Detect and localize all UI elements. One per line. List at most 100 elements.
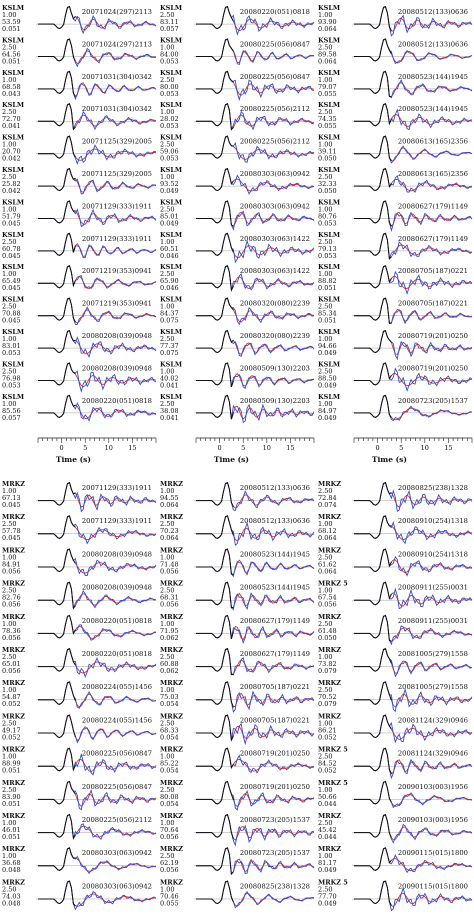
filter-value: 1.00 [2,620,16,628]
event-label: 20080512(133)0636 [240,484,310,492]
station-label: KSLM [160,360,182,368]
amplitude-value: 0.046 [160,284,179,292]
filter-value: 2.50 [318,753,332,761]
event-label: 20081005(279)1558 [398,650,468,658]
station-label: MRKZ [2,513,25,521]
onset-waveform-top-1-0 [196,5,234,30]
onset-waveform-bot-0-9 [38,780,76,805]
fit-value: 54.87 [2,693,21,701]
onset-waveform-bot-2-12 [354,880,392,906]
amplitude-value: 0.049 [160,187,179,195]
filter-value: 2.50 [2,885,16,893]
onset-waveform-top-2-5 [354,167,392,192]
event-label: 20080208(039)0948 [82,550,152,558]
time-tick-label: 10 [263,444,271,452]
onset-waveform-top-2-9 [354,297,392,325]
event-label: 20080705(187)0221 [398,267,468,275]
fit-value: 39.11 [318,148,337,156]
onset-waveform-bot-0-2 [38,548,76,573]
station-label: MRKZ [160,779,183,787]
amplitude-value: 0.056 [2,567,21,575]
fit-value: 67.13 [2,494,21,502]
station-label: KSLM [2,4,24,12]
event-label: 20090115(015)1800 [398,882,468,890]
onset-waveform-bot-0-11 [38,847,76,871]
event-label: 20080303(063)0942 [240,202,310,210]
amplitude-value: 0.042 [2,155,21,163]
amplitude-value: 0.051 [318,317,337,325]
station-label: KSLM [318,69,340,77]
station-label: KSLM [160,296,182,304]
onset-waveform-bot-0-8 [38,747,76,772]
filter-value: 2.50 [318,885,332,893]
amplitude-value: 0.048 [2,899,21,907]
fit-value: 73.82 [318,660,337,668]
station-label: MRKZ [160,878,183,886]
onset-waveform-bot-0-5 [38,647,76,672]
event-label: 20080825(238)1328 [240,882,310,890]
filter-value: 2.50 [160,852,174,860]
fit-value: 83.11 [160,18,179,26]
onset-waveform-bot-1-7 [196,714,234,741]
onset-waveform-bot-2-3 [354,581,392,606]
onset-waveform-bot-1-0 [196,481,234,507]
filter-value: 1.00 [2,400,16,408]
fit-value: 57.78 [2,527,21,535]
onset-waveform-bot-1-2 [196,548,234,575]
onset-waveform-bot-0-4 [38,614,76,639]
event-label: 20080224(055)1456 [82,716,152,724]
fit-value: 80.08 [160,793,179,801]
amplitude-value: 0.079 [318,667,337,675]
amplitude-value: 0.056 [160,567,179,575]
fit-value: 32.33 [318,180,337,188]
amplitude-value: 0.053 [318,219,337,227]
onset-waveform-bot-1-9 [196,780,234,805]
amplitude-value: 0.049 [318,349,337,357]
station-label: KSLM [2,328,24,336]
event-label: 20080613(165)2356 [398,170,468,178]
filter-value: 1.00 [2,852,16,860]
station-label: MRKZ [2,779,25,787]
event-label: 20080303(063)0942 [240,170,310,178]
amplitude-value: 0.045 [2,284,21,292]
station-label: KSLM [318,4,340,12]
event-label: 20080825(238)1328 [398,484,468,492]
time-axis-label: Time (s) [214,455,249,464]
fit-value: 88.82 [318,277,337,285]
amplitude-value: 0.041 [160,381,179,389]
filter-value: 2.50 [2,520,16,528]
amplitude-value: 0.052 [2,700,21,708]
filter-value: 2.50 [160,587,174,595]
filter-value: 2.50 [160,786,174,794]
onset-waveform-bot-2-10 [354,813,392,838]
station-label: MRKZ [2,712,25,720]
station-label: KSLM [160,134,182,142]
onset-waveform-top-0-10 [38,329,76,354]
event-label: 20080512(133)0636 [240,517,310,525]
filter-value: 1.00 [318,719,332,727]
station-label: KSLM [2,166,24,174]
amplitude-value: 0.056 [2,667,21,675]
station-label: KSLM [2,134,24,142]
station-label: MRKZ 5 [318,878,348,886]
fit-value: 76.98 [2,374,21,382]
fit-value: 72.70 [2,115,21,123]
station-label: MRKZ [160,580,183,588]
fit-value: 51.79 [2,212,21,220]
station-label: MRKZ [160,480,183,488]
onset-waveform-bot-0-12 [38,880,76,907]
amplitude-value: 0.062 [160,634,179,642]
time-tick-label: 5 [241,444,245,452]
amplitude-value: 0.055 [318,90,337,98]
amplitude-value: 0.064 [318,57,337,65]
filter-value: 1.00 [160,238,174,246]
event-label: 20071129(333)1911 [82,235,152,243]
station-label: MRKZ [318,845,341,853]
time-tick-label: 5 [83,444,87,452]
station-label: KSLM [318,198,340,206]
onset-waveform-top-1-4 [196,135,234,159]
amplitude-value: 0.053 [318,252,337,260]
filter-value: 1.00 [2,205,16,213]
station-label: KSLM [2,69,24,77]
fit-value: 84.97 [318,407,337,415]
